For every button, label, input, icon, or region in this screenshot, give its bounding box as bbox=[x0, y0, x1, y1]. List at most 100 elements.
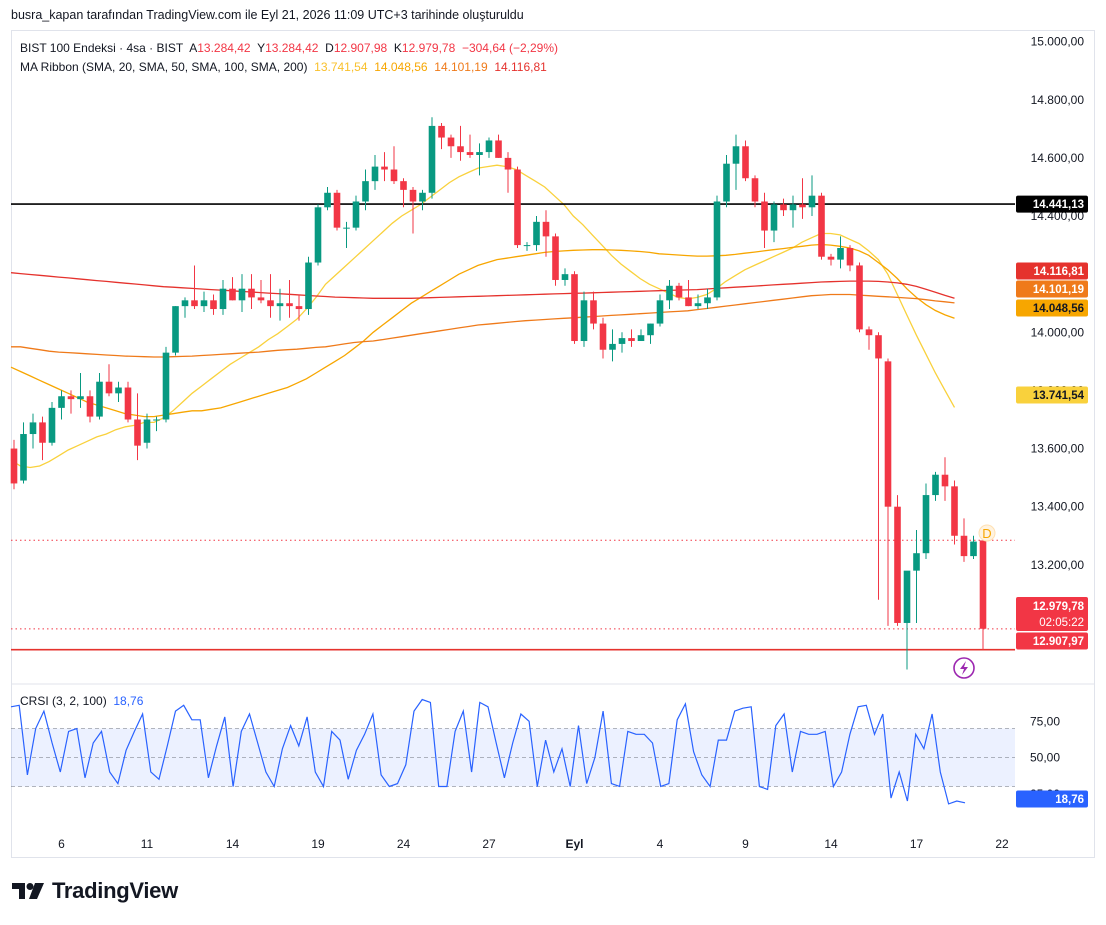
candle-body bbox=[200, 300, 208, 307]
low-line-tag: 12.907,97 bbox=[1033, 636, 1084, 648]
candle-body bbox=[58, 396, 65, 408]
candle-body bbox=[789, 204, 797, 211]
candle-body bbox=[476, 152, 483, 155]
candle-body bbox=[666, 285, 673, 301]
ma-line-sma-200 bbox=[10, 272, 955, 299]
candle-body bbox=[903, 570, 911, 623]
candle-body bbox=[875, 335, 882, 359]
candle-body bbox=[352, 201, 360, 228]
candles bbox=[10, 117, 987, 670]
candle-body bbox=[343, 227, 350, 229]
candle-body bbox=[818, 195, 825, 257]
price-axis: 13.000,0013.200,0013.400,0013.600,0013.8… bbox=[1031, 35, 1085, 630]
ma100-tag-bg bbox=[1016, 280, 1088, 298]
candle-body bbox=[29, 422, 37, 435]
ma200-tag-bg bbox=[1016, 262, 1088, 280]
attribution-text: busra_kapan tarafından TradingView.com i… bbox=[11, 8, 524, 22]
candle-body bbox=[694, 303, 702, 307]
crsi-tick-label: 50,00 bbox=[1030, 751, 1060, 765]
candle-body bbox=[599, 323, 607, 350]
candle-body bbox=[162, 352, 170, 420]
crsi-title[interactable]: CRSI (3, 2, 100) bbox=[20, 694, 107, 708]
candle-body bbox=[295, 306, 303, 310]
high-label: Y bbox=[257, 41, 266, 55]
time-tick-label: 27 bbox=[482, 837, 496, 851]
candle-body bbox=[267, 300, 274, 307]
candle-body bbox=[732, 146, 740, 164]
candle-body bbox=[685, 297, 692, 307]
ma50-tag-bg bbox=[1016, 299, 1088, 317]
tradingview-logo[interactable]: TradingView bbox=[12, 878, 178, 904]
d-marker[interactable]: D bbox=[982, 526, 991, 541]
time-tick-label: 9 bbox=[742, 837, 749, 851]
time-tick-label: 24 bbox=[397, 837, 411, 851]
candle-body bbox=[799, 204, 806, 208]
candle-body bbox=[723, 163, 730, 202]
candle-body bbox=[941, 474, 949, 487]
candle-body bbox=[742, 146, 749, 179]
markers: D bbox=[953, 524, 996, 679]
candle-body bbox=[808, 195, 816, 208]
close-label: K bbox=[393, 41, 402, 55]
candle-body bbox=[542, 221, 550, 237]
crsi-value-tag: 18,76 bbox=[1055, 794, 1084, 806]
candle-body bbox=[96, 381, 103, 417]
price-tick-label: 14.800,00 bbox=[1031, 93, 1085, 107]
candle-body bbox=[628, 338, 635, 342]
time-axis[interactable]: 6 11 14 19 24 27 Eyl 4 9 14 17 22 bbox=[58, 837, 1009, 851]
change-value: −304,64 (−2,29%) bbox=[461, 41, 559, 55]
crsi-plot bbox=[10, 698, 966, 805]
countdown-timer: 02:05:22 bbox=[1039, 617, 1084, 629]
time-tick-label: 22 bbox=[995, 837, 1009, 851]
candle-body bbox=[191, 300, 198, 307]
candle-body bbox=[647, 323, 654, 336]
legend-symbol[interactable]: BIST 100 Endeksi · 4sa · BIST bbox=[20, 41, 184, 55]
hline-tag: 14.441,13 bbox=[1033, 199, 1084, 211]
d-marker-badge[interactable] bbox=[978, 524, 996, 542]
horizontal-lines[interactable] bbox=[11, 203, 1015, 651]
tradingview-logo-icon bbox=[12, 883, 44, 899]
candle-body bbox=[248, 288, 255, 298]
time-tick-label: Eyl bbox=[565, 837, 583, 851]
candle-body bbox=[324, 192, 331, 208]
low-line-tag-bg bbox=[1016, 632, 1088, 650]
candle-body bbox=[523, 245, 531, 247]
crsi-tick-label: 75,00 bbox=[1030, 714, 1060, 728]
candle-body bbox=[466, 152, 474, 155]
candle-body bbox=[172, 306, 179, 353]
candle-body bbox=[951, 486, 958, 536]
candle-body bbox=[514, 169, 521, 246]
candle-body bbox=[894, 506, 901, 623]
candle-body bbox=[970, 541, 977, 557]
candle-body bbox=[837, 248, 844, 260]
high-value: 13.284,42 bbox=[265, 41, 319, 55]
ma-ribbon-title[interactable]: MA Ribbon (SMA, 20, SMA, 50, SMA, 100, S… bbox=[20, 60, 308, 74]
candle-body bbox=[305, 262, 312, 310]
candle-body bbox=[447, 137, 455, 147]
candle-body bbox=[67, 396, 75, 400]
candle-body bbox=[618, 338, 626, 344]
candle-body bbox=[86, 396, 94, 417]
candle-body bbox=[238, 288, 246, 301]
crsi-legend: CRSI (3, 2, 100) 18,76 bbox=[20, 694, 143, 708]
ma100-value: 14.101,19 bbox=[434, 60, 488, 74]
candle-body bbox=[495, 140, 502, 158]
candle-body bbox=[609, 343, 616, 350]
candle-body bbox=[105, 381, 113, 394]
chart-frame bbox=[11, 30, 1095, 858]
candle-body bbox=[504, 157, 512, 170]
candle-body bbox=[533, 221, 540, 246]
time-tick-label: 19 bbox=[311, 837, 325, 851]
ma-line-sma-50 bbox=[10, 243, 955, 418]
lightning-icon bbox=[960, 661, 968, 675]
ma20-tag-bg bbox=[1016, 386, 1088, 404]
ma20-value: 13.741,54 bbox=[314, 60, 368, 74]
time-tick-label: 14 bbox=[824, 837, 838, 851]
ma50-tag: 14.048,56 bbox=[1033, 303, 1084, 315]
candle-body bbox=[960, 535, 968, 557]
candle-body bbox=[276, 303, 284, 307]
candle-body bbox=[400, 181, 407, 190]
candle-body bbox=[761, 201, 768, 231]
candle-body bbox=[77, 396, 84, 400]
